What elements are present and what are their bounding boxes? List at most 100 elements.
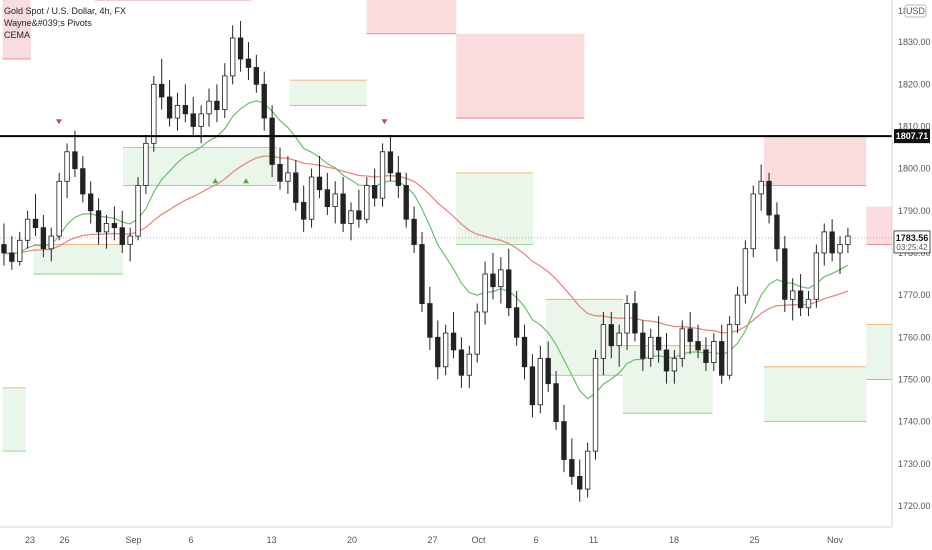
candle[interactable] (695, 324, 701, 359)
candle[interactable] (655, 316, 662, 363)
candle[interactable] (285, 155, 291, 194)
currency-badge[interactable]: USD (904, 4, 927, 18)
candle[interactable] (569, 438, 575, 485)
candle[interactable] (95, 198, 102, 245)
candle[interactable] (419, 231, 425, 312)
candle[interactable] (324, 172, 331, 216)
candle[interactable] (301, 185, 307, 232)
candle[interactable] (592, 349, 599, 460)
candle[interactable] (261, 71, 267, 131)
indicator-pivots[interactable]: Wayne&#039;s Pivots (4, 18, 92, 28)
candle[interactable] (174, 92, 181, 131)
candle[interactable] (308, 168, 315, 228)
candle[interactable] (379, 143, 386, 207)
candle[interactable] (151, 75, 157, 152)
candle[interactable] (813, 244, 820, 308)
candle[interactable] (632, 290, 638, 342)
candle[interactable] (648, 328, 654, 367)
candle[interactable] (663, 333, 670, 384)
candle[interactable] (40, 215, 47, 258)
candle[interactable] (490, 252, 496, 300)
candle[interactable] (466, 345, 472, 388)
candle[interactable] (616, 324, 622, 367)
candle[interactable] (687, 311, 693, 355)
candle[interactable] (230, 25, 236, 85)
candle[interactable] (758, 164, 764, 211)
candle[interactable] (143, 134, 149, 194)
candle[interactable] (703, 337, 709, 372)
candle[interactable] (64, 143, 70, 199)
candle[interactable] (340, 177, 346, 232)
candle[interactable] (24, 210, 31, 249)
candle[interactable] (797, 274, 804, 317)
candle[interactable] (608, 311, 614, 359)
candle[interactable] (837, 236, 843, 275)
candle[interactable] (182, 84, 189, 123)
candle[interactable] (190, 96, 196, 135)
candle[interactable] (206, 88, 212, 127)
candle[interactable] (166, 80, 173, 127)
candle[interactable] (829, 219, 835, 262)
candle[interactable] (32, 193, 39, 237)
candle[interactable] (269, 105, 275, 178)
candle[interactable] (56, 172, 62, 241)
candle[interactable] (711, 333, 717, 372)
candle[interactable] (529, 354, 536, 418)
indicator-cema[interactable]: CEMA (4, 30, 30, 40)
candle[interactable] (17, 231, 23, 266)
candle[interactable] (9, 236, 15, 270)
candle[interactable] (111, 206, 118, 241)
candle[interactable] (237, 21, 244, 72)
symbol-title[interactable]: Gold Spot / U.S. Dollar, 4h, FX (4, 6, 126, 16)
candle[interactable] (245, 42, 252, 81)
candle[interactable] (1, 223, 7, 266)
candle[interactable] (450, 311, 457, 359)
candle[interactable] (127, 227, 133, 262)
candle[interactable] (734, 286, 741, 334)
candle[interactable] (159, 59, 165, 110)
candle[interactable] (498, 257, 504, 304)
candle[interactable] (782, 236, 788, 312)
candle[interactable] (387, 134, 394, 182)
candle[interactable] (371, 168, 378, 207)
candle[interactable] (119, 210, 125, 253)
candle[interactable] (198, 105, 204, 144)
key-level-tag[interactable]: 1807.71 (894, 129, 930, 144)
candle[interactable] (750, 185, 756, 258)
candle[interactable] (671, 349, 678, 384)
candle[interactable] (458, 337, 465, 388)
candle[interactable] (774, 202, 780, 262)
candle[interactable] (577, 459, 583, 502)
candle[interactable] (435, 320, 441, 380)
candle[interactable] (293, 160, 299, 211)
candle[interactable] (640, 320, 646, 372)
candle[interactable] (482, 261, 488, 325)
candle[interactable] (790, 278, 796, 321)
candle[interactable] (624, 295, 630, 350)
candle[interactable] (561, 404, 567, 473)
candle[interactable] (513, 290, 520, 346)
candle[interactable] (845, 227, 851, 253)
candle[interactable] (679, 320, 685, 367)
candle[interactable] (521, 324, 528, 380)
candle[interactable] (332, 181, 338, 224)
candle[interactable] (403, 172, 409, 228)
candle[interactable] (719, 324, 725, 384)
candle[interactable] (821, 223, 827, 266)
candle[interactable] (474, 303, 480, 363)
candle[interactable] (411, 206, 417, 253)
candle[interactable] (103, 215, 110, 249)
candle[interactable] (364, 177, 370, 224)
candle[interactable] (72, 130, 78, 178)
candle[interactable] (80, 155, 86, 203)
candle[interactable] (253, 54, 260, 93)
candle[interactable] (537, 345, 543, 414)
candle[interactable] (88, 181, 94, 224)
candle[interactable] (805, 290, 812, 317)
candle[interactable] (600, 311, 607, 376)
candle[interactable] (742, 240, 749, 304)
candle[interactable] (348, 202, 354, 241)
candle[interactable] (766, 172, 772, 224)
